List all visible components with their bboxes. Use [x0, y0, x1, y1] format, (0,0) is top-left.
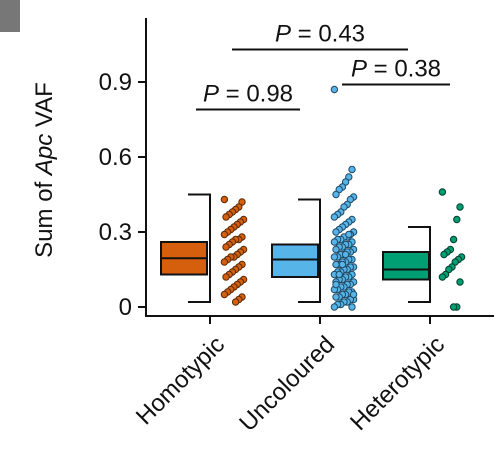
data-point [231, 298, 240, 306]
y-axis-title-part: Sum of [31, 175, 58, 258]
y-tick-label: 0.3 [99, 219, 132, 246]
data-point [330, 238, 339, 246]
data-point [222, 213, 230, 221]
y-axis-title-italic: Apc [31, 134, 58, 177]
y-tick-label: 0.6 [99, 144, 132, 171]
y-tick-label: 0 [119, 294, 132, 321]
data-point [438, 188, 447, 196]
data-point [330, 213, 339, 221]
p-symbol: P [275, 21, 291, 48]
data-point [332, 190, 340, 199]
comparison-p-value: P = 0.43 [275, 21, 365, 48]
p-value-text: = 0.98 [219, 81, 293, 108]
whisker-bracket [188, 193, 211, 303]
p-value-text: = 0.43 [291, 21, 365, 48]
p-symbol: P [203, 81, 219, 108]
category-label: Uncoloured [234, 331, 340, 437]
category-label: Homotypic [131, 331, 230, 430]
data-point [349, 290, 358, 299]
data-point [335, 270, 343, 279]
data-point [456, 203, 464, 211]
data-point [222, 273, 230, 281]
y-tick-label: 0.9 [99, 69, 132, 96]
whisker-bracket [408, 226, 431, 303]
y-axis-title-part: VAF [31, 82, 58, 134]
data-point [332, 245, 340, 254]
data-point [332, 228, 340, 236]
data-point [440, 250, 448, 259]
data-point [348, 165, 356, 174]
data-point [330, 253, 339, 261]
data-point [438, 273, 447, 281]
data-point [330, 85, 339, 94]
data-point [222, 243, 230, 251]
data-point [345, 230, 353, 239]
data-point [338, 260, 347, 269]
y-axis-title: Sum of Apc VAF [31, 82, 58, 258]
data-point [220, 258, 229, 266]
data-point [449, 303, 458, 311]
data-point [220, 290, 229, 299]
data-point [456, 278, 464, 286]
panel-tab [0, 0, 20, 32]
data-point [220, 230, 229, 239]
data-point [453, 215, 461, 224]
comparison-p-value: P = 0.38 [351, 56, 441, 83]
data-point [332, 260, 340, 269]
comparison-p-value: P = 0.98 [203, 81, 293, 108]
whisker-bracket [298, 198, 321, 303]
p-symbol: P [351, 56, 367, 83]
data-point [449, 235, 458, 244]
data-point [332, 293, 340, 301]
category-label: Heterotypic [345, 331, 450, 436]
data-point [330, 303, 339, 311]
data-point [348, 303, 356, 311]
data-point [220, 195, 229, 204]
p-value-text: = 0.38 [367, 56, 441, 83]
box-iqr [271, 243, 319, 278]
data-point [332, 280, 340, 289]
box-iqr [382, 251, 430, 281]
data-point [341, 250, 350, 259]
